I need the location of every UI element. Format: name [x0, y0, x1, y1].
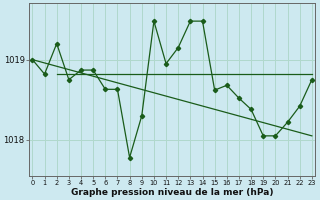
X-axis label: Graphe pression niveau de la mer (hPa): Graphe pression niveau de la mer (hPa): [71, 188, 273, 197]
